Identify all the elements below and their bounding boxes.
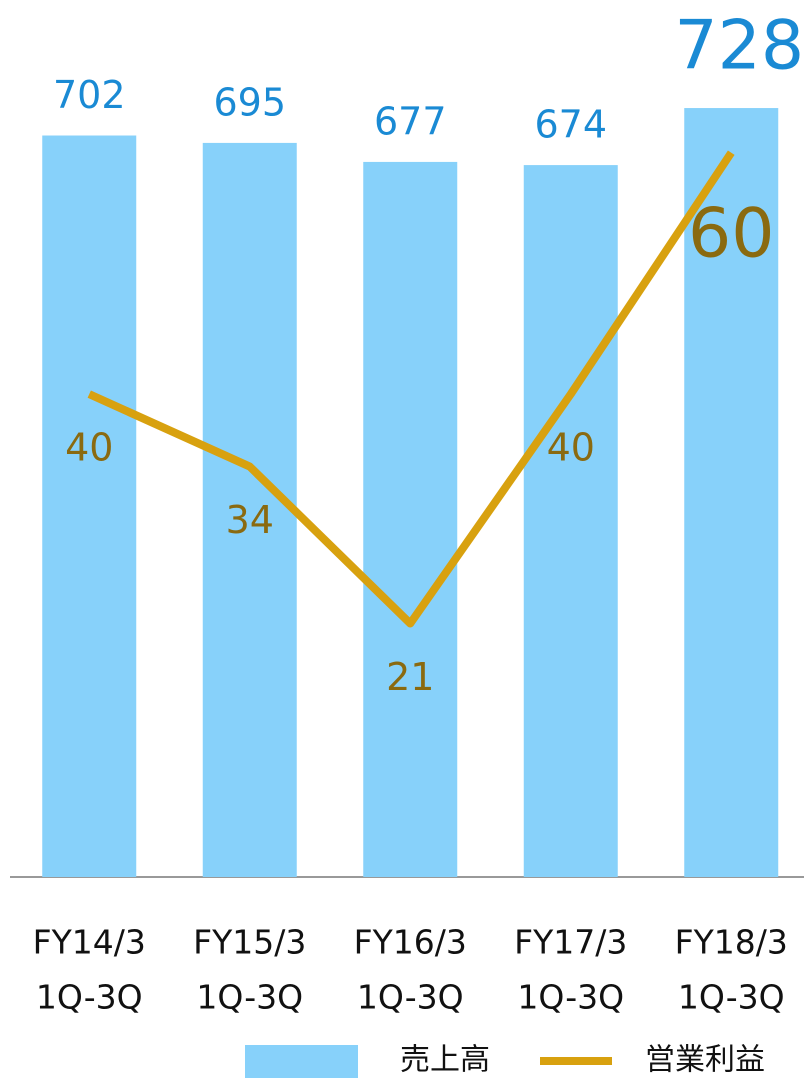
x-tick-label: 1Q-3Q	[357, 978, 464, 1017]
legend-label: 売上高	[400, 1043, 490, 1078]
line-value-label: 40	[547, 426, 595, 470]
bar	[363, 161, 458, 877]
x-tick-label: 1Q-3Q	[678, 978, 785, 1017]
line-value-label: 60	[688, 194, 775, 273]
x-tick-label: 1Q-3Q	[196, 978, 303, 1017]
bar	[42, 135, 137, 877]
line-value-label: 21	[386, 655, 434, 699]
x-tick-label: FY16/3	[354, 923, 467, 962]
x-tick-label: 1Q-3Q	[36, 978, 143, 1017]
bar-value-label: 728	[674, 7, 804, 86]
x-tick-label: 1Q-3Q	[517, 978, 624, 1017]
bar-value-label: 677	[374, 99, 447, 143]
x-tick-label: FY14/3	[33, 923, 146, 962]
legend-swatch	[245, 1045, 358, 1078]
legend-label: 営業利益	[645, 1043, 765, 1078]
bar-value-label: 702	[53, 73, 126, 117]
line-value-label: 40	[65, 426, 113, 470]
bar	[523, 165, 618, 877]
bar-value-label: 695	[213, 80, 286, 124]
bar	[202, 142, 297, 877]
line	[87, 150, 735, 628]
bar	[684, 108, 779, 878]
x-tick-label: FY17/3	[514, 923, 627, 962]
bar-value-label: 674	[534, 103, 607, 147]
x-tick-label: FY18/3	[675, 923, 788, 962]
line-value-label: 34	[226, 498, 274, 542]
x-tick-label: FY15/3	[193, 923, 306, 962]
